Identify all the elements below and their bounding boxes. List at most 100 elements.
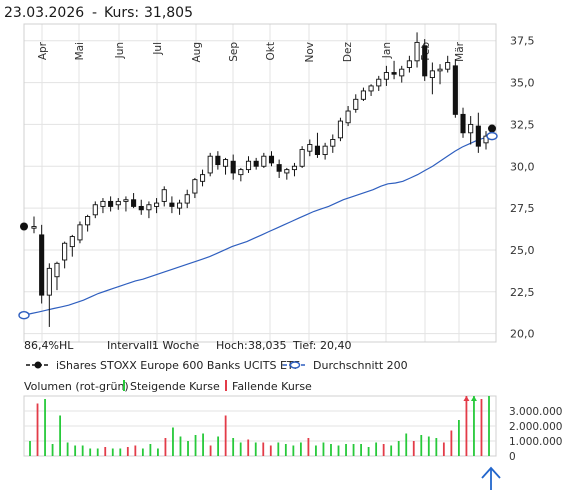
candle-body xyxy=(154,202,160,207)
volume-bar xyxy=(262,442,265,456)
volume-bar xyxy=(442,442,445,456)
volume-bar xyxy=(382,444,385,456)
candle xyxy=(445,55,451,73)
candle xyxy=(360,87,366,101)
candle-body xyxy=(138,205,144,211)
candle-body xyxy=(85,216,91,226)
volume-tick-label: 2.000.000 xyxy=(509,421,562,433)
candle-body xyxy=(46,267,52,296)
volume-bar xyxy=(412,441,415,456)
candle-body xyxy=(475,125,481,147)
scroll-up-arrow-icon[interactable] xyxy=(481,466,501,490)
month-label: Nov xyxy=(304,42,316,63)
candle xyxy=(154,198,160,214)
candle xyxy=(299,146,305,168)
volume-tick-label: 3.000.000 xyxy=(509,406,562,418)
volume-bar xyxy=(435,438,438,456)
candle-body xyxy=(460,113,466,134)
candle xyxy=(238,167,244,182)
info-high-value: 38,035 xyxy=(248,339,287,352)
candle-body xyxy=(177,202,183,209)
header-price: 31,805 xyxy=(144,5,193,21)
candle xyxy=(345,106,351,127)
volume-bar xyxy=(330,444,332,456)
price-y-labels: 37,5 35,0 32,5 30,0 27,5 25,0 22,5 20,0 xyxy=(510,35,535,341)
legend-series: iShares STOXX Europe 600 Banks UCITS ETF xyxy=(26,359,300,372)
candle-body xyxy=(100,200,106,207)
legend-ma-marker xyxy=(289,361,301,369)
candle-body xyxy=(284,169,290,174)
candle-body xyxy=(131,199,137,207)
volume-bar xyxy=(141,448,144,456)
volume-bar xyxy=(352,444,355,456)
candle-body xyxy=(253,160,259,167)
candle xyxy=(284,167,290,180)
candle xyxy=(253,157,259,170)
candle-body xyxy=(123,199,129,202)
volume-bar xyxy=(480,399,483,456)
volume-bar xyxy=(473,396,475,456)
candle xyxy=(437,64,443,85)
candle xyxy=(468,116,474,145)
volume-bar xyxy=(292,445,295,456)
candle xyxy=(85,214,91,232)
price-tick-label: 25,0 xyxy=(510,244,535,257)
candle-body xyxy=(452,65,458,115)
volume-bar xyxy=(217,436,220,456)
candle xyxy=(100,198,106,214)
candle-body xyxy=(192,179,198,194)
candle xyxy=(337,117,343,142)
candle xyxy=(77,221,83,244)
candle xyxy=(192,177,198,199)
volume-bar xyxy=(111,448,114,456)
candle xyxy=(207,152,213,177)
volume-bar xyxy=(157,448,159,456)
price-tick-label: 22,5 xyxy=(510,286,535,299)
candle-body xyxy=(414,41,420,62)
volume-bar xyxy=(277,442,280,456)
volume-bar xyxy=(119,448,122,456)
candle xyxy=(92,201,98,219)
volume-bar xyxy=(126,447,129,456)
volume-grid xyxy=(24,410,496,442)
candle xyxy=(353,94,359,113)
candle-body xyxy=(69,236,75,248)
legend-series-marker xyxy=(34,361,42,369)
candle xyxy=(268,151,275,167)
volume-bar xyxy=(29,441,31,456)
month-label: Mai xyxy=(74,42,86,60)
candle-body xyxy=(445,62,451,70)
candle-body xyxy=(483,135,489,144)
candle xyxy=(368,84,374,96)
price-frame xyxy=(23,23,497,343)
volume-tick-label: 0 xyxy=(509,451,516,463)
candle xyxy=(184,189,190,209)
candle-body xyxy=(399,68,405,77)
volume-bar xyxy=(172,427,174,456)
volume-bar xyxy=(89,448,92,456)
month-label: Dez xyxy=(342,42,354,63)
volume-bar xyxy=(269,445,272,456)
candle xyxy=(399,65,405,83)
candles xyxy=(31,32,489,327)
candle xyxy=(108,196,114,212)
legend-ma-name: Durchschnitt 200 xyxy=(313,359,408,372)
volume-bar xyxy=(232,438,235,456)
candle-body xyxy=(92,204,98,216)
series-end-marker xyxy=(488,124,496,133)
volume-down-label: Fallende Kurse xyxy=(232,380,312,393)
candle xyxy=(414,32,420,68)
volume-bar xyxy=(488,396,490,456)
candle-body xyxy=(437,68,443,72)
month-label: Aug xyxy=(191,42,203,63)
volume-bar xyxy=(299,442,302,456)
ma-end-marker xyxy=(486,131,498,141)
candle-body xyxy=(169,202,175,207)
volume-bar xyxy=(104,447,107,456)
price-tick-label: 20,0 xyxy=(510,328,535,341)
ma200-line xyxy=(23,135,493,316)
volume-bar xyxy=(51,444,54,456)
candle-body xyxy=(299,149,305,167)
volume-bar xyxy=(239,442,242,456)
candle xyxy=(314,132,321,158)
